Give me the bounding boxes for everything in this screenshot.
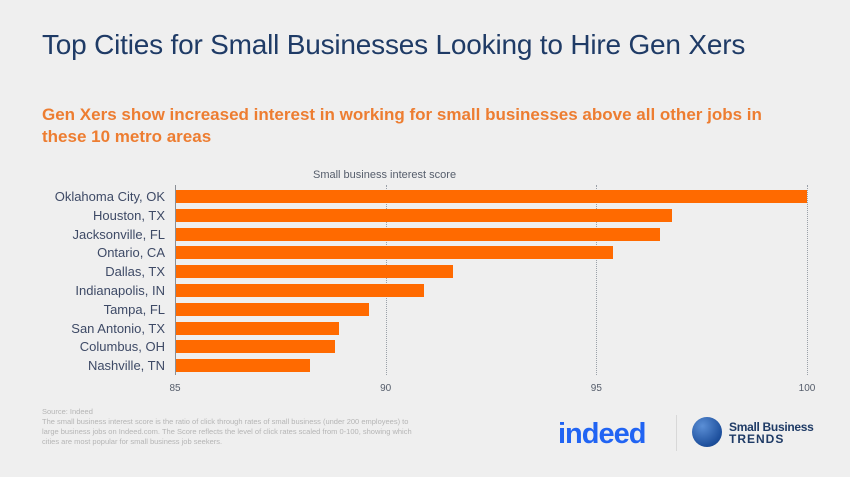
bar — [176, 265, 454, 279]
gridline — [807, 185, 808, 375]
plot-area — [175, 185, 808, 375]
chart-subtitle: Gen Xers show increased interest in work… — [42, 105, 762, 146]
bar — [176, 284, 424, 297]
methodology-note: The small business interest score is the… — [42, 417, 412, 446]
bar — [176, 340, 336, 354]
category-label: Jacksonville, FL — [72, 226, 165, 242]
chart-title: Top Cities for Small Businesses Looking … — [42, 29, 746, 60]
bar — [176, 302, 369, 316]
category-label: San Antonio, TX — [71, 320, 165, 336]
bar — [176, 208, 673, 222]
category-label: Tampa, FL — [103, 301, 165, 317]
x-axis-title: Small business interest score — [313, 169, 457, 181]
category-label: Houston, TX — [92, 207, 165, 223]
footnote: Source: Indeed The small business intere… — [42, 407, 422, 447]
y-axis-line — [175, 185, 176, 375]
indeed-logo: indeed — [558, 418, 646, 450]
category-label: Indianapolis, IN — [75, 283, 165, 298]
sbt-globe-icon — [692, 417, 722, 447]
category-label: Dallas, TX — [105, 264, 165, 280]
category-label: Ontario, CA — [97, 245, 165, 261]
x-tick-label: 90 — [380, 383, 392, 394]
category-label: Nashville, TN — [87, 358, 165, 374]
x-tick-label: 85 — [169, 383, 181, 394]
category-label: Oklahoma City, OK — [54, 189, 165, 204]
sbt-logo-line2: TRENDS — [729, 432, 785, 446]
sbt-logo-line1: Small Business — [729, 420, 814, 434]
bar — [176, 359, 310, 373]
x-tick-label: 95 — [590, 383, 602, 394]
source-text: Source: Indeed — [42, 407, 93, 416]
bar — [176, 246, 614, 260]
bar — [176, 227, 660, 241]
category-label: Columbus, OH — [79, 339, 165, 355]
gridline — [385, 185, 387, 375]
gridline — [596, 185, 598, 375]
bar — [176, 190, 807, 203]
bar — [176, 321, 340, 335]
x-tick-label: 100 — [798, 383, 816, 394]
logo-divider — [676, 415, 677, 451]
